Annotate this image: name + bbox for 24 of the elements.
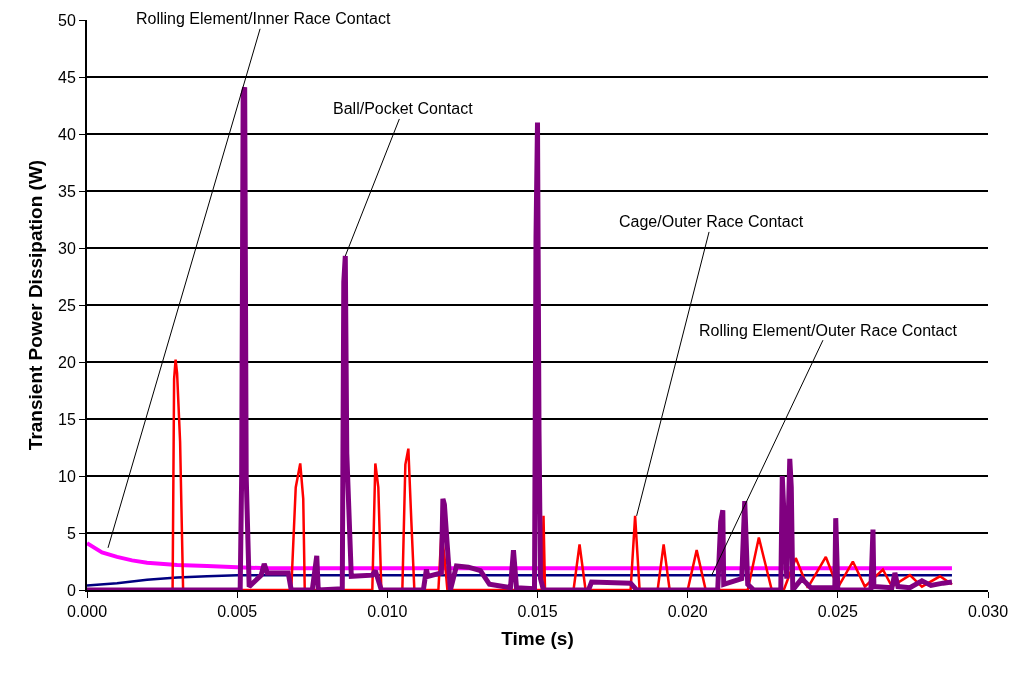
- x-tick-label: 0.010: [367, 603, 408, 621]
- y-tick-label: 15: [58, 410, 76, 428]
- y-tick-label: 35: [58, 182, 76, 200]
- annotation: Rolling Element/Outer Race Contact: [699, 322, 958, 339]
- y-tick-label: 30: [58, 239, 76, 257]
- y-tick-label: 10: [58, 467, 76, 485]
- y-tick-label: 50: [58, 11, 76, 29]
- x-tick-label: 0.025: [817, 603, 858, 621]
- y-tick-label: 20: [58, 353, 76, 371]
- x-tick-label: 0.020: [667, 603, 708, 621]
- y-tick-label: 45: [58, 68, 76, 86]
- y-tick-label: 0: [66, 581, 76, 599]
- y-tick-label: 25: [58, 296, 76, 314]
- annotation: Rolling Element/Inner Race Contact: [136, 10, 391, 27]
- y-axis-title: Transient Power Dissipation (W): [25, 159, 47, 451]
- x-tick-label: 0.015: [517, 603, 558, 621]
- x-axis-title: Time (s): [501, 627, 574, 649]
- x-tick-label: 0.000: [66, 603, 108, 621]
- y-tick-label: 40: [58, 125, 76, 143]
- y-tick-label: 5: [66, 524, 76, 542]
- x-tick-label: 0.005: [217, 603, 258, 621]
- annotation: Cage/Outer Race Contact: [619, 213, 804, 230]
- annotation: Ball/Pocket Contact: [333, 100, 474, 117]
- x-tick-label: 0.030: [967, 603, 1009, 621]
